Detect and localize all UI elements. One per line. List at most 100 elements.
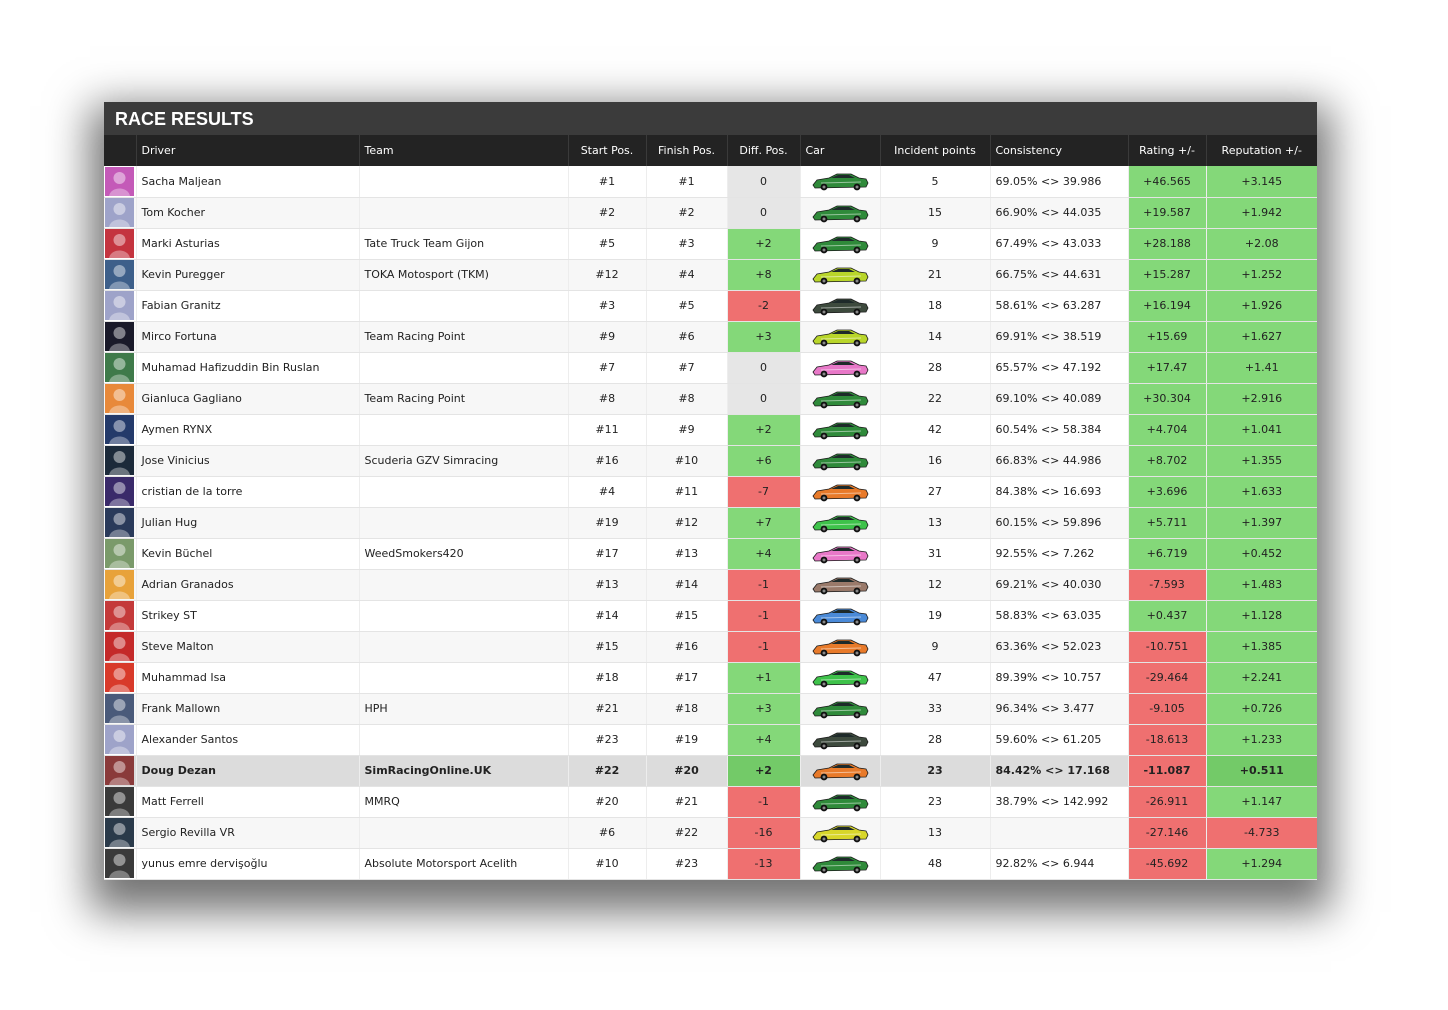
start-position: #8 (567, 383, 646, 415)
car-cell (799, 724, 880, 756)
driver-name[interactable]: Steve Malton (135, 631, 359, 663)
table-row[interactable]: cristian de la torre #4 #11 -7 27 84.38% <> 1… (104, 476, 1317, 508)
driver-name[interactable]: Doug Dezan (135, 755, 359, 787)
driver-name[interactable]: Frank Mallown (135, 693, 359, 725)
table-row[interactable]: yunus emre dervişoğlu Absolute Motorsport… (104, 848, 1317, 880)
avatar-cell (104, 538, 136, 570)
table-row[interactable]: Kevin Büchel WeedSmokers420 #17 #13 +4 31 92.5… (104, 538, 1317, 570)
table-row[interactable]: Sacha Maljean #1 #1 0 5 69.05% <> 39.986 +46.5… (104, 166, 1317, 198)
start-position: #14 (567, 600, 646, 632)
finish-position: #8 (645, 383, 727, 415)
driver-name[interactable]: Alexander Santos (135, 724, 359, 756)
team-name (358, 662, 568, 694)
col-start-header[interactable]: Start Pos. (567, 135, 646, 166)
table-row[interactable]: Alexander Santos #23 #19 +4 28 59.60% <> 61.2… (104, 724, 1317, 756)
driver-name[interactable]: Aymen RYNX (135, 414, 359, 446)
col-incidents-header[interactable]: Incident points (879, 135, 990, 166)
driver-avatar (105, 446, 134, 475)
consistency: 89.39% <> 10.757 (989, 662, 1128, 694)
reputation-change: +2.241 (1205, 662, 1317, 694)
table-row[interactable]: Jose Vinicius Scuderia GZV Simracing #16 #1… (104, 445, 1317, 477)
car-livery-icon (812, 701, 868, 718)
driver-name[interactable]: yunus emre dervişoğlu (135, 848, 359, 880)
driver-name[interactable]: Adrian Granados (135, 569, 359, 601)
col-car-header[interactable]: Car (799, 135, 880, 166)
team-name: WeedSmokers420 (358, 538, 568, 570)
car-livery-icon (812, 329, 868, 346)
driver-name[interactable]: Marki Asturias (135, 228, 359, 260)
driver-avatar (105, 663, 134, 692)
table-row[interactable]: Mirco Fortuna Team Racing Point #9 #6 +3 14 69… (104, 321, 1317, 353)
col-reputation-header[interactable]: Reputation +/- (1205, 135, 1317, 166)
header-row: Driver Team Start Pos. Finish Pos. Diff.… (104, 135, 1317, 166)
table-row[interactable]: Frank Mallown HPH #21 #18 +3 33 96.34% <> 3.47… (104, 693, 1317, 725)
table-row[interactable]: Aymen RYNX #11 #9 +2 42 60.54% <> 58.384 +4.70… (104, 414, 1317, 446)
table-row[interactable]: Adrian Granados #13 #14 -1 12 69.21% <> 40.03… (104, 569, 1317, 601)
driver-name[interactable]: Mirco Fortuna (135, 321, 359, 353)
driver-name[interactable]: Muhamad Hafizuddin Bin Ruslan (135, 352, 359, 384)
rating-change: +17.47 (1127, 352, 1206, 384)
col-finish-header[interactable]: Finish Pos. (645, 135, 727, 166)
avatar-cell (104, 755, 136, 787)
finish-position: #16 (645, 631, 727, 663)
driver-name[interactable]: Gianluca Gagliano (135, 383, 359, 415)
table-row[interactable]: Steve Malton #15 #16 -1 9 63.36% <> 52.023 -10… (104, 631, 1317, 663)
rating-change: +30.304 (1127, 383, 1206, 415)
car-livery-icon (812, 856, 868, 873)
driver-name[interactable]: Sacha Maljean (135, 166, 359, 198)
table-row[interactable]: Julian Hug #19 #12 +7 13 60.15% <> 59.896 +5.7… (104, 507, 1317, 539)
driver-name[interactable]: Matt Ferrell (135, 786, 359, 818)
table-row[interactable]: Marki Asturias Tate Truck Team Gijon #5 #3 +… (104, 228, 1317, 260)
col-diff-header[interactable]: Diff. Pos. (726, 135, 800, 166)
reputation-change: +0.726 (1205, 693, 1317, 725)
car-cell (799, 321, 880, 353)
driver-name[interactable]: Kevin Büchel (135, 538, 359, 570)
driver-avatar (105, 725, 134, 754)
table-row[interactable]: Muhamad Hafizuddin Bin Ruslan #7 #7 0 28 65.5… (104, 352, 1317, 384)
col-team-header[interactable]: Team (358, 135, 568, 166)
table-row[interactable]: Muhammad Isa #18 #17 +1 47 89.39% <> 10.757 -2… (104, 662, 1317, 694)
driver-name[interactable]: Strikey ST (135, 600, 359, 632)
table-row[interactable]: Sergio Revilla VR #6 #22 -16 13 -27.146 -4.733 (104, 817, 1317, 849)
table-row[interactable]: Strikey ST #14 #15 -1 19 58.83% <> 63.035 +0.4… (104, 600, 1317, 632)
driver-name[interactable]: Sergio Revilla VR (135, 817, 359, 849)
col-driver-header[interactable]: Driver (135, 135, 359, 166)
table-row[interactable]: Kevin Puregger TOKA Motosport (TKM) #12 #4 +… (104, 259, 1317, 291)
driver-name[interactable]: Julian Hug (135, 507, 359, 539)
driver-avatar (105, 849, 134, 878)
finish-position: #19 (645, 724, 727, 756)
driver-name[interactable]: Tom Kocher (135, 197, 359, 229)
table-row[interactable]: Doug Dezan SimRacingOnline.UK #22 #20 +2 23 84… (104, 755, 1317, 787)
col-rating-header[interactable]: Rating +/- (1127, 135, 1206, 166)
driver-name[interactable]: Jose Vinicius (135, 445, 359, 477)
table-row[interactable]: Gianluca Gagliano Team Racing Point #8 #8 0 2… (104, 383, 1317, 415)
avatar-cell (104, 414, 136, 446)
finish-position: #1 (645, 166, 727, 198)
incident-points: 16 (879, 445, 990, 477)
finish-position: #18 (645, 693, 727, 725)
driver-name[interactable]: Muhammad Isa (135, 662, 359, 694)
rating-change: +15.69 (1127, 321, 1206, 353)
driver-name[interactable]: Fabian Granitz (135, 290, 359, 322)
table-row[interactable]: Matt Ferrell MMRQ #20 #21 -1 23 38.79% <> 142.… (104, 786, 1317, 818)
driver-name[interactable]: Kevin Puregger (135, 259, 359, 291)
car-livery-icon (812, 763, 868, 780)
driver-avatar (105, 818, 134, 847)
table-row[interactable]: Fabian Granitz #3 #5 -2 18 58.61% <> 63.287 +1… (104, 290, 1317, 322)
driver-name[interactable]: cristian de la torre (135, 476, 359, 508)
car-cell (799, 600, 880, 632)
reputation-change: +2.916 (1205, 383, 1317, 415)
car-livery-icon (812, 205, 868, 222)
rating-change: -9.105 (1127, 693, 1206, 725)
col-consistency-header[interactable]: Consistency (989, 135, 1128, 166)
position-diff: +8 (726, 259, 800, 291)
avatar-cell (104, 693, 136, 725)
table-row[interactable]: Tom Kocher #2 #2 0 15 66.90% <> 44.035 +19.587… (104, 197, 1317, 229)
consistency: 69.10% <> 40.089 (989, 383, 1128, 415)
driver-avatar (105, 632, 134, 661)
rating-change: -27.146 (1127, 817, 1206, 849)
driver-avatar (105, 477, 134, 506)
position-diff: -1 (726, 786, 800, 818)
car-livery-icon (812, 825, 868, 842)
car-cell (799, 755, 880, 787)
